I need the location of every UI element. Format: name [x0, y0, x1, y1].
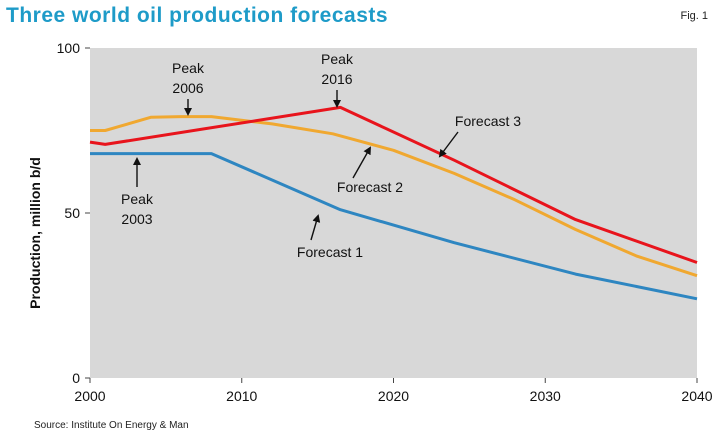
- series-line-forecast-2: [90, 115, 698, 278]
- annotation-forecast-3: Forecast 3: [438, 113, 521, 158]
- annotation-arrow: [310, 214, 321, 241]
- source-note: Source: Institute On Energy & Man: [34, 420, 189, 431]
- y-tick-label: 100: [57, 40, 81, 56]
- x-tick-label: 2000: [74, 388, 105, 404]
- annotation-forecast-2: Forecast 2: [337, 146, 403, 195]
- annotations: Peak 2006 Peak 2016 Peak 2003 Forecast 3 Foreca…: [121, 51, 521, 260]
- plot-area: [90, 48, 697, 378]
- annotation-forecast-1: Forecast 1: [297, 214, 363, 260]
- chart-title: Three world oil production forecasts: [6, 4, 389, 27]
- annotation-text: Forecast 1: [297, 244, 363, 260]
- series-line-forecast-3: [89, 105, 698, 264]
- figure-label: Fig. 1: [680, 10, 708, 22]
- y-axis-label: Production, million b/d: [27, 157, 43, 309]
- x-tick-label: 2040: [681, 388, 712, 404]
- annotation-text: Peak: [121, 191, 154, 207]
- y-tick-label: 0: [72, 370, 80, 386]
- annotation-arrow: [352, 146, 371, 179]
- annotation-text: Peak: [172, 60, 205, 76]
- annotation-text: 2006: [172, 80, 203, 96]
- annotation-text: 2016: [321, 71, 352, 87]
- series-line-forecast-1: [90, 152, 698, 301]
- annotation-arrow: [438, 131, 459, 158]
- y-tick-label: 50: [64, 205, 80, 221]
- annotation-text: 2003: [121, 211, 152, 227]
- annotation-text: Forecast 2: [337, 179, 403, 195]
- axis-ticks: 2000 2010 2020 2030 2040 0 50 100: [57, 40, 713, 404]
- annotation-peak-2016: Peak 2016: [321, 51, 354, 108]
- series-lines: [89, 105, 698, 301]
- annotation-peak-2003: Peak 2003: [121, 157, 154, 227]
- x-tick-label: 2030: [530, 388, 561, 404]
- annotation-text: Forecast 3: [455, 113, 521, 129]
- x-tick-label: 2020: [378, 388, 409, 404]
- annotation-peak-2006: Peak 2006: [172, 60, 205, 116]
- x-tick-label: 2010: [226, 388, 257, 404]
- annotation-text: Peak: [321, 51, 354, 67]
